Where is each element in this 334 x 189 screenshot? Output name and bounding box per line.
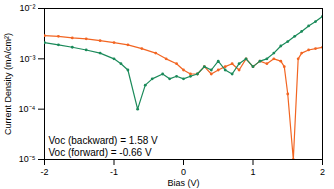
- svg-text:-1: -1: [110, 167, 118, 177]
- svg-text:10⁻⁴: 10⁻⁴: [19, 104, 36, 114]
- svg-text:0: 0: [181, 167, 186, 177]
- svg-text:Bias (V): Bias (V): [167, 178, 199, 188]
- svg-text:2: 2: [320, 167, 325, 177]
- svg-text:-2: -2: [40, 167, 48, 177]
- svg-text:Voc (backward) = 1.58 V: Voc (backward) = 1.58 V: [49, 135, 159, 146]
- svg-text:1: 1: [250, 167, 255, 177]
- svg-text:Voc (forward) = -0.66 V: Voc (forward) = -0.66 V: [49, 147, 152, 158]
- svg-text:Current Density (mA/cm²): Current Density (mA/cm²): [3, 33, 13, 135]
- svg-text:10⁻³: 10⁻³: [19, 54, 35, 64]
- svg-text:10⁻²: 10⁻²: [19, 3, 35, 13]
- svg-text:10⁻⁵: 10⁻⁵: [19, 154, 36, 164]
